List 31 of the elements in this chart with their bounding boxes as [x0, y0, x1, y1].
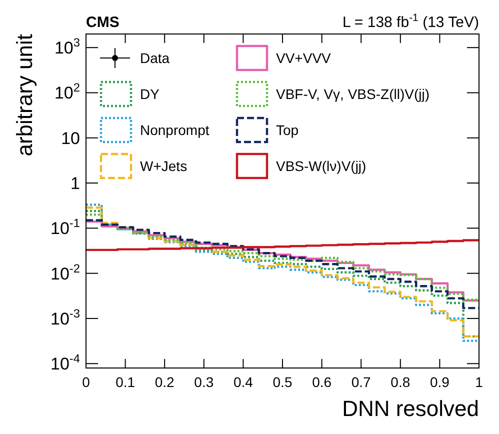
legend-label: VBS-W(lν)V(jj) — [276, 158, 366, 174]
legend-label: W+Jets — [140, 158, 188, 174]
legend-label: VBF-V, Vγ, VBS-Z(ll)V(jj) — [276, 86, 430, 102]
legend-label: Top — [276, 122, 299, 138]
legend-label: Nonprompt — [140, 122, 210, 138]
y-tick-label: 10$^{3}$ — [54, 36, 80, 58]
x-tick-label: 0.9 — [430, 374, 450, 390]
x-tick-label: 0.8 — [390, 374, 410, 390]
legend-label: VV+VVV — [276, 50, 332, 66]
y-tick-label: 10 — [61, 128, 80, 148]
x-tick-label: 0.3 — [194, 374, 214, 390]
x-tick-label: 0.4 — [233, 374, 254, 390]
chart-title: CMS — [86, 14, 120, 31]
x-axis-title: DNN resolved — [342, 396, 479, 421]
x-tick-label: 1 — [475, 374, 484, 390]
y-tick-label: 10$^{-3}$ — [50, 306, 80, 328]
x-tick-label: 0.1 — [116, 374, 136, 390]
x-tick-label: 0.5 — [272, 374, 292, 390]
y-tick-label: 1 — [70, 174, 80, 194]
x-tick-label: 0.7 — [351, 374, 372, 390]
y-tick-label: 10$^{-4}$ — [50, 352, 80, 374]
x-tick-label: 0.6 — [312, 374, 332, 390]
legend-label: DY — [140, 86, 160, 102]
y-tick-label: 10$^{-1}$ — [50, 216, 80, 238]
x-tick-label: 0 — [82, 374, 90, 390]
legend-label: Data — [140, 50, 170, 66]
chart-subtitle: L = 138 fb$^{-1}$ (13 TeV) — [342, 12, 479, 31]
y-tick-label: 10$^{-2}$ — [50, 261, 80, 284]
y-axis-title: arbitrary unit — [12, 34, 37, 156]
x-tick-label: 0.2 — [154, 374, 175, 390]
y-tick-label: 10$^{2}$ — [54, 80, 80, 103]
